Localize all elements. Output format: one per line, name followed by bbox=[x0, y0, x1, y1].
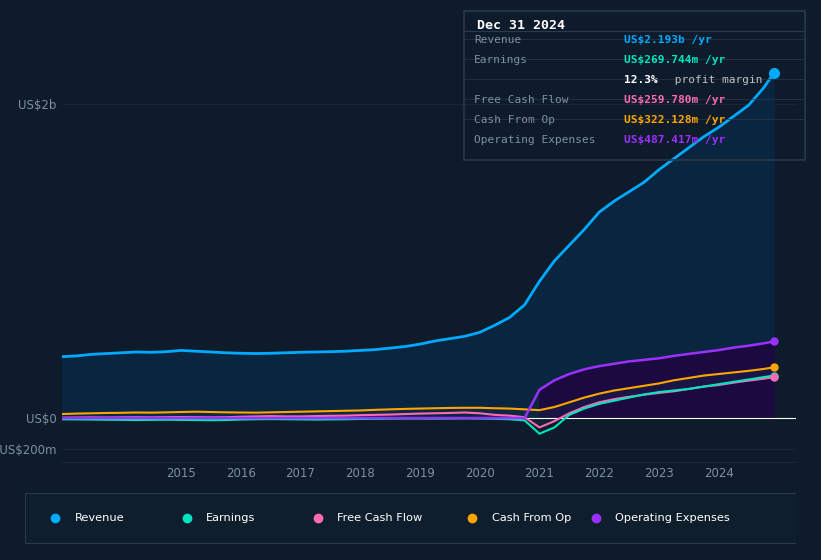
Text: Revenue: Revenue bbox=[75, 513, 125, 523]
Text: Free Cash Flow: Free Cash Flow bbox=[474, 95, 569, 105]
Text: Revenue: Revenue bbox=[474, 35, 521, 45]
Text: US$269.744m /yr: US$269.744m /yr bbox=[624, 55, 725, 65]
Text: Operating Expenses: Operating Expenses bbox=[474, 135, 595, 145]
Text: Cash From Op: Cash From Op bbox=[492, 513, 571, 523]
Text: profit margin: profit margin bbox=[668, 75, 763, 85]
Text: Dec 31 2024: Dec 31 2024 bbox=[478, 18, 566, 31]
Text: US$2.193b /yr: US$2.193b /yr bbox=[624, 35, 712, 45]
Text: US$259.780m /yr: US$259.780m /yr bbox=[624, 95, 725, 105]
Text: Earnings: Earnings bbox=[474, 55, 528, 65]
Text: US$487.417m /yr: US$487.417m /yr bbox=[624, 135, 725, 145]
Text: Operating Expenses: Operating Expenses bbox=[615, 513, 730, 523]
Text: Cash From Op: Cash From Op bbox=[474, 115, 555, 125]
Text: Free Cash Flow: Free Cash Flow bbox=[337, 513, 423, 523]
Text: US$322.128m /yr: US$322.128m /yr bbox=[624, 115, 725, 125]
Text: Earnings: Earnings bbox=[206, 513, 255, 523]
Text: 12.3%: 12.3% bbox=[624, 75, 658, 85]
